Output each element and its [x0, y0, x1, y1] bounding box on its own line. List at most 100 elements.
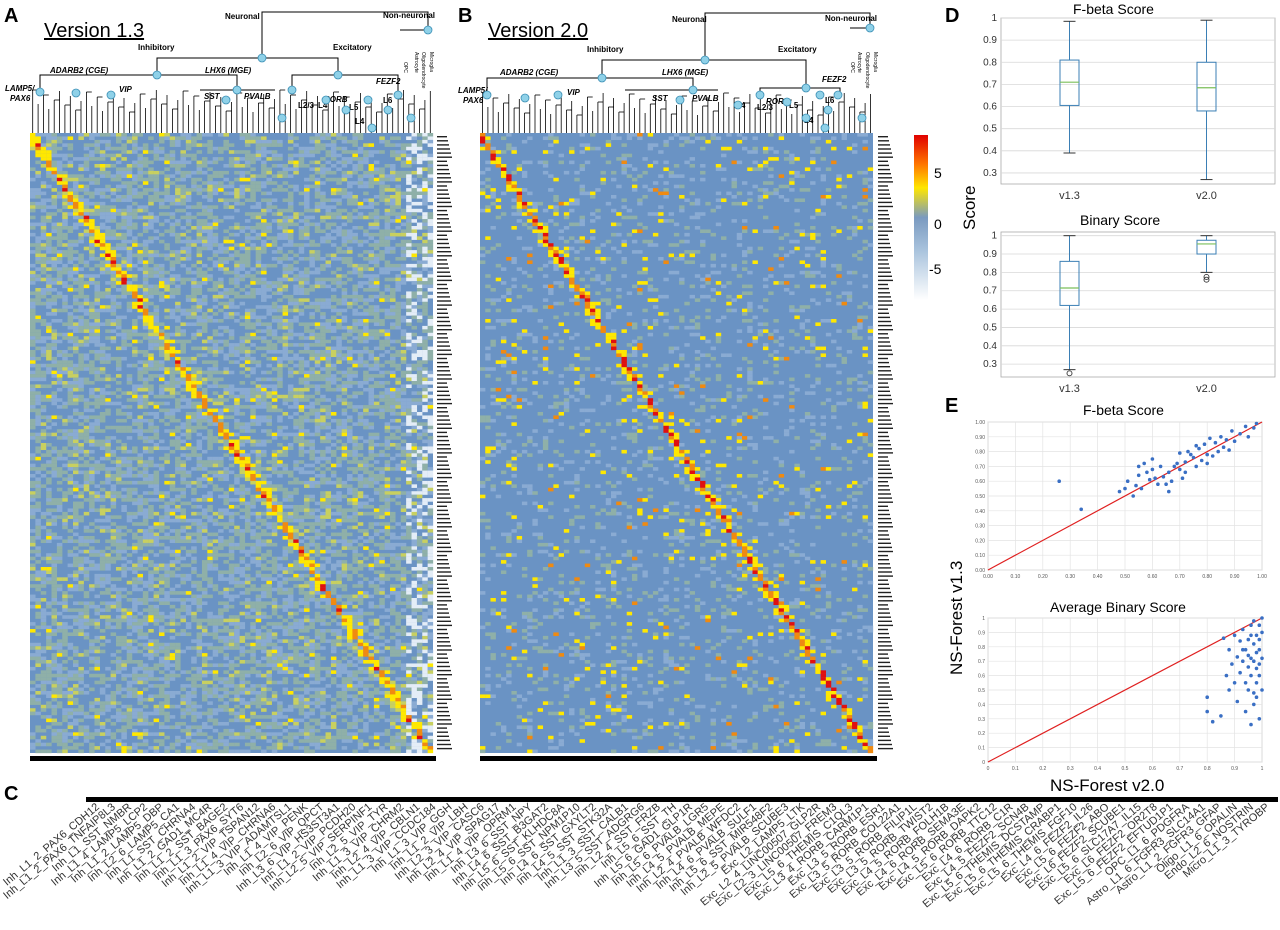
- heatmap-cell: [374, 481, 380, 485]
- heatmap-cell: [78, 364, 84, 368]
- heatmap-cell: [363, 288, 369, 292]
- heatmap-cell: [127, 267, 133, 271]
- heatmap-cell: [369, 378, 375, 382]
- heatmap-cell: [369, 212, 375, 216]
- heatmap-cell: [94, 336, 100, 340]
- heatmap-cell: [277, 340, 283, 344]
- heatmap-cell: [46, 347, 52, 351]
- heatmap-cell: [121, 257, 127, 261]
- heatmap-cell: [30, 402, 36, 406]
- heatmap-cell: [197, 229, 203, 233]
- heatmap-cell: [89, 350, 95, 354]
- heatmap-cell: [336, 350, 342, 354]
- heatmap-cell: [331, 278, 337, 282]
- heatmap-cell: [148, 484, 154, 488]
- heatmap-cell: [223, 316, 229, 320]
- heatmap-cell: [256, 250, 262, 254]
- heatmap-cell: [84, 357, 90, 361]
- heatmap-cell: [229, 181, 235, 185]
- heatmap-cell: [35, 378, 41, 382]
- heatmap-cell: [57, 274, 63, 278]
- heatmap-cell: [186, 154, 192, 158]
- heatmap-cell: [379, 343, 385, 347]
- heatmap-cell: [100, 440, 106, 444]
- heatmap-cell: [266, 157, 272, 161]
- heatmap-cell: [89, 457, 95, 461]
- heatmap-cell: [143, 412, 149, 416]
- heatmap-cell: [326, 433, 332, 437]
- heatmap-cell: [379, 453, 385, 457]
- heatmap-cell: [202, 312, 208, 316]
- heatmap-cell: [121, 412, 127, 416]
- heatmap-cell: [154, 229, 160, 233]
- heatmap-cell: [331, 309, 337, 313]
- heatmap-cell: [197, 267, 203, 271]
- heatmap-cell: [68, 388, 74, 392]
- heatmap-cell: [132, 202, 138, 206]
- heatmap-cell: [148, 291, 154, 295]
- heatmap-cell: [385, 309, 391, 313]
- heatmap-cell: [326, 136, 332, 140]
- heatmap-cell: [417, 457, 423, 461]
- heatmap-cell: [132, 481, 138, 485]
- tree-branch: [40, 75, 237, 92]
- heatmap-cell: [261, 164, 267, 168]
- heatmap-cell: [35, 371, 41, 375]
- heatmap-cell: [283, 285, 289, 289]
- heatmap-cell: [240, 192, 246, 196]
- heatmap-cell: [62, 477, 68, 481]
- heatmap-cell: [309, 264, 315, 268]
- heatmap-cell: [164, 422, 170, 426]
- heatmap-cell: [89, 388, 95, 392]
- heatmap-cell: [175, 471, 181, 475]
- heatmap-cell: [422, 367, 428, 371]
- heatmap-cell: [347, 260, 353, 264]
- heatmap-cell: [164, 336, 170, 340]
- heatmap-cell: [315, 298, 321, 302]
- heatmap-cell: [202, 298, 208, 302]
- heatmap-cell: [154, 157, 160, 161]
- heatmap-cell: [197, 457, 203, 461]
- heatmap-cell: [132, 340, 138, 344]
- heatmap-cell: [390, 219, 396, 223]
- heatmap-cell: [315, 340, 321, 344]
- heatmap-cell: [154, 405, 160, 409]
- heatmap-cell: [100, 192, 106, 196]
- heatmap-cell: [46, 502, 52, 506]
- heatmap-cell: [100, 188, 106, 192]
- heatmap-cell: [68, 188, 74, 192]
- heatmap-cell: [288, 405, 294, 409]
- heatmap-cell: [347, 405, 353, 409]
- heatmap-cell: [250, 226, 256, 230]
- heatmap-cell: [369, 357, 375, 361]
- heatmap-cell: [94, 147, 100, 151]
- heatmap-cell: [164, 460, 170, 464]
- heatmap-cell: [358, 446, 364, 450]
- heatmap-cell: [417, 192, 423, 196]
- heatmap-cell: [111, 254, 117, 258]
- heatmap-cell: [240, 136, 246, 140]
- heatmap-cell: [234, 243, 240, 247]
- heatmap-cell: [57, 174, 63, 178]
- heatmap-cell: [197, 250, 203, 254]
- heatmap-cell: [417, 450, 423, 454]
- heatmap-cell: [154, 154, 160, 158]
- heatmap-cell: [229, 226, 235, 230]
- heatmap-cell: [132, 133, 138, 137]
- heatmap-cell: [111, 502, 117, 506]
- heatmap-cell: [390, 178, 396, 182]
- heatmap-cell: [57, 498, 63, 502]
- heatmap-cell: [395, 150, 401, 154]
- heatmap-cell: [94, 419, 100, 423]
- heatmap-cell: [417, 422, 423, 426]
- heatmap-cell: [41, 443, 47, 447]
- heatmap-cell: [213, 264, 219, 268]
- heatmap-cell: [299, 426, 305, 430]
- heatmap-cell: [342, 295, 348, 299]
- heatmap-cell: [283, 171, 289, 175]
- heatmap-cell: [30, 250, 36, 254]
- heatmap-cell: [406, 398, 412, 402]
- heatmap-cell: [379, 364, 385, 368]
- heatmap-cell: [154, 174, 160, 178]
- heatmap-cell: [240, 278, 246, 282]
